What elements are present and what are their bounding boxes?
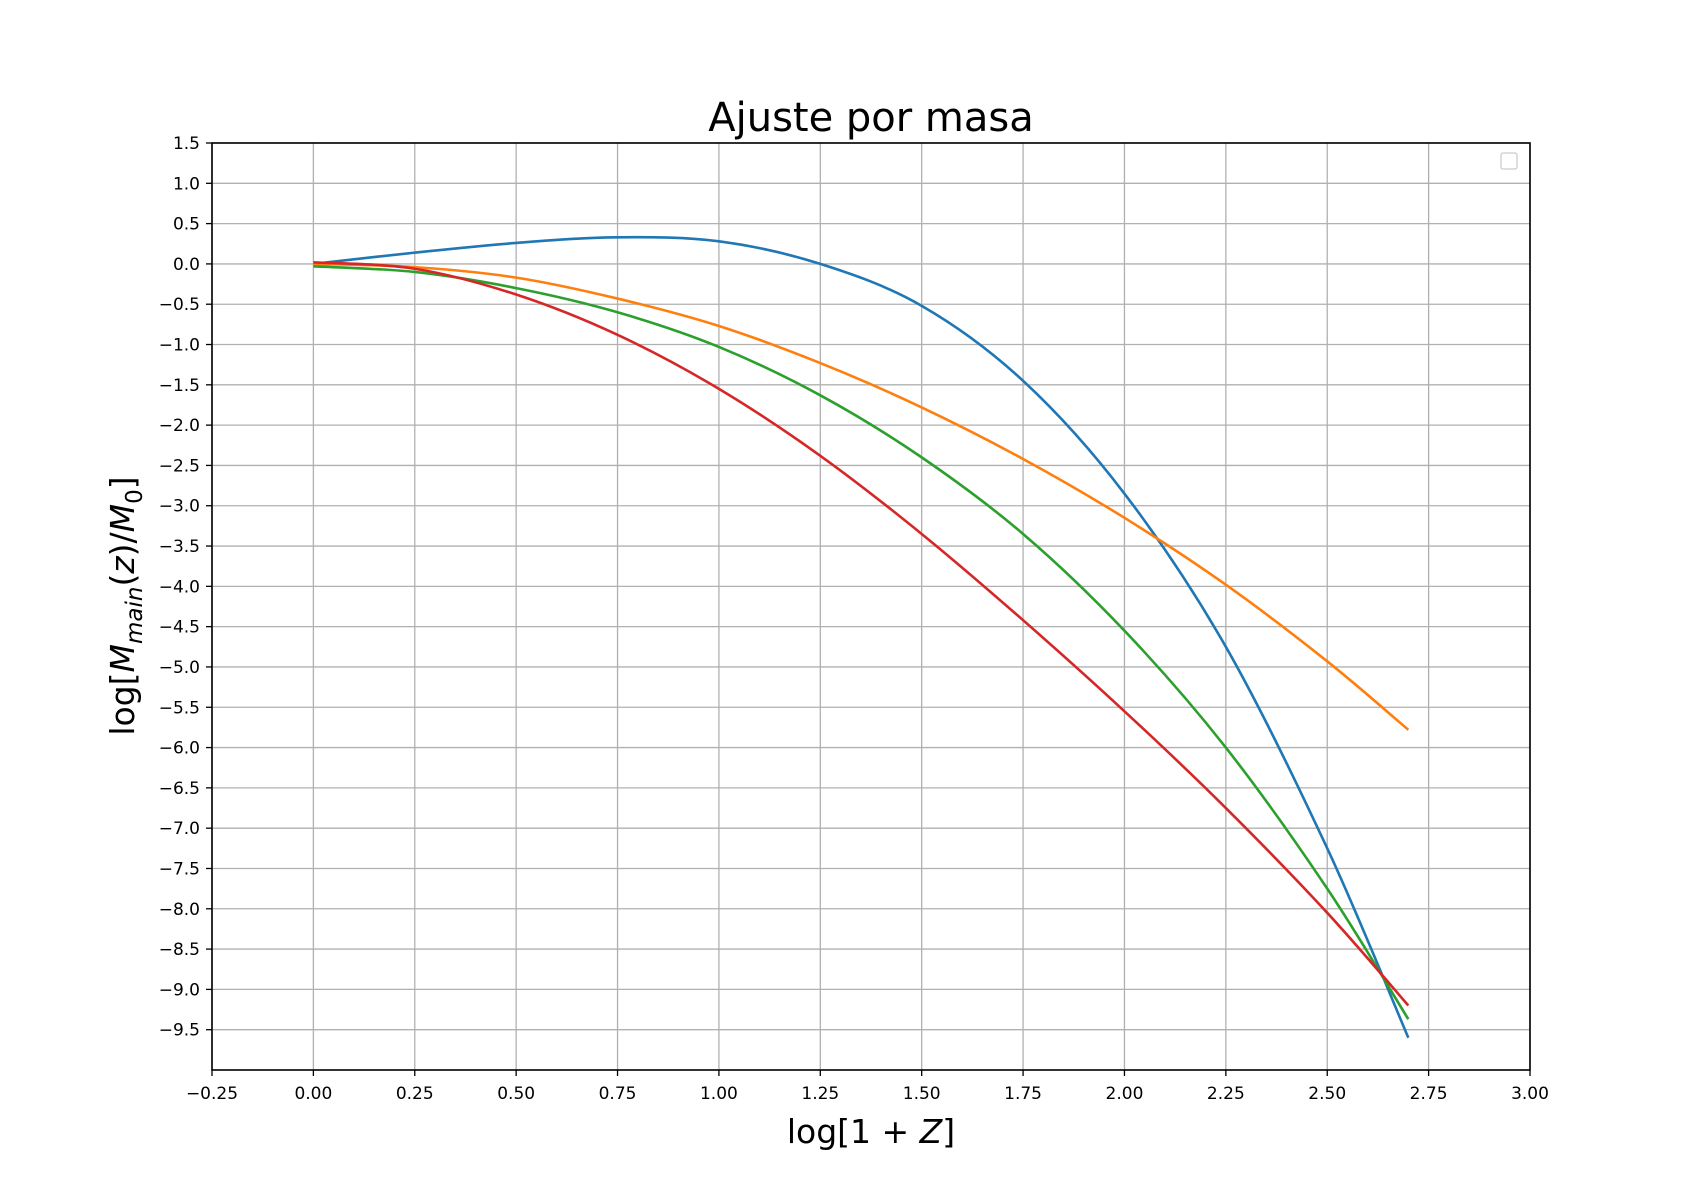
y-tick-label: −8.5 <box>159 940 200 960</box>
x-tick-label: −0.25 <box>186 1084 238 1104</box>
plot-frame <box>211 142 1531 1071</box>
series-line-1 <box>313 235 1410 1039</box>
y-tick-label: −0.5 <box>159 295 200 315</box>
x-tick-label: 1.00 <box>700 1084 738 1104</box>
series-layer <box>313 235 1410 1039</box>
y-tick-label: −7.0 <box>159 819 200 839</box>
y-tick-label: −7.5 <box>159 859 200 879</box>
legend-box <box>1500 152 1518 170</box>
series-line-2 <box>313 262 1410 731</box>
y-axis-label-mid2: )/ <box>103 531 142 556</box>
series-line-4 <box>313 261 1410 1007</box>
x-tick-label: 3.00 <box>1511 1084 1549 1104</box>
y-tick-label: −5.0 <box>159 658 200 678</box>
x-tick-label: 1.75 <box>1004 1084 1042 1104</box>
x-tick-label: 0.50 <box>497 1084 535 1104</box>
chart-title: Ajuste por masa <box>708 95 1034 141</box>
x-tick-label: 2.75 <box>1410 1084 1448 1104</box>
y-axis-label-sub: main <box>122 587 148 644</box>
y-axis-label-suffix: ] <box>103 476 142 489</box>
x-tick-label: 0.75 <box>599 1084 637 1104</box>
y-tick-label: −9.5 <box>159 1021 200 1041</box>
x-tick-label: 1.50 <box>903 1084 941 1104</box>
y-tick-label: −3.0 <box>159 497 200 517</box>
y-axis-label-var3: M <box>103 504 142 532</box>
y-axis-label-sub3: 0 <box>122 489 148 504</box>
y-tick-label: −1.5 <box>159 376 200 396</box>
y-tick-label: −6.0 <box>159 739 200 759</box>
y-tick-label: −5.5 <box>159 698 200 718</box>
x-tick-label: 2.50 <box>1308 1084 1346 1104</box>
y-axis-label-mid: ( <box>103 574 142 587</box>
x-tick-label: 1.25 <box>801 1084 839 1104</box>
x-axis-label-suffix: ] <box>942 1112 955 1151</box>
y-tick-label: −4.5 <box>159 618 200 638</box>
y-tick-label: −2.0 <box>159 416 200 436</box>
series-line-3 <box>313 265 1410 1020</box>
ticks: −0.25 0.00 0.25 0.50 0.75 1.00 1.25 1.50 1.75 2.0… <box>159 134 1549 1104</box>
y-tick-label: −8.0 <box>159 900 200 920</box>
x-tick-label: 0.00 <box>294 1084 332 1104</box>
y-axis-label-var2: z <box>103 556 142 575</box>
y-tick-label: −6.5 <box>159 779 200 799</box>
y-tick-label: 1.0 <box>173 174 200 194</box>
y-axis-label-prefix: log[ <box>103 672 142 735</box>
y-tick-label: 1.5 <box>173 134 200 154</box>
y-tick-label: 0.5 <box>173 215 200 235</box>
x-tick-label: 2.00 <box>1106 1084 1144 1104</box>
y-tick-label: −3.5 <box>159 537 200 557</box>
y-tick-label: −1.0 <box>159 336 200 356</box>
x-axis-label-var: Z <box>919 1112 944 1151</box>
x-tick-label: 2.25 <box>1207 1084 1245 1104</box>
y-tick-label: 0.0 <box>173 255 200 275</box>
x-axis-label-prefix: log[1 + <box>787 1112 920 1151</box>
x-axis-label: log[1 + Z] <box>787 1112 955 1151</box>
y-tick-label: −2.5 <box>159 456 200 476</box>
y-tick-label: −9.0 <box>159 980 200 1000</box>
y-tick-label: −4.0 <box>159 577 200 597</box>
y-axis-label-var: M <box>103 644 142 672</box>
y-axis-label: log[Mmain(z)/M0] <box>103 476 148 735</box>
x-tick-label: 0.25 <box>396 1084 434 1104</box>
